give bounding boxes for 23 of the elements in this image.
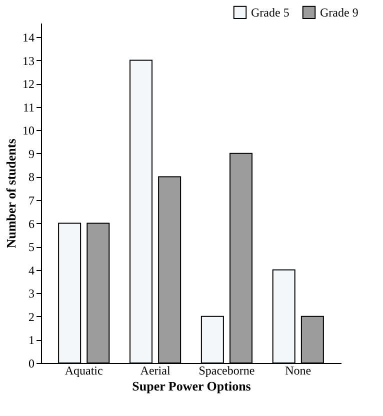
y-tick-label: 4 xyxy=(28,263,34,278)
y-axis-title: Number of students xyxy=(4,138,18,248)
y-tick-label: 6 xyxy=(28,216,34,231)
x-tick-label: Spaceborne xyxy=(198,364,255,378)
y-tick-label: 11 xyxy=(22,100,34,114)
x-tick-label: Aquatic xyxy=(64,364,103,378)
legend-label: Grade 9 xyxy=(320,5,358,20)
y-tick-label: 5 xyxy=(28,240,34,254)
y-tick-label: 8 xyxy=(28,170,34,184)
y-tick-label: 3 xyxy=(28,286,34,301)
y-tick-label: 12 xyxy=(22,77,34,92)
y-tick-label: 9 xyxy=(28,146,34,161)
y-tick-label: 7 xyxy=(28,193,34,208)
y-tick-label: 13 xyxy=(22,54,34,68)
x-tick-label: None xyxy=(285,364,312,378)
legend-label: Grade 5 xyxy=(251,5,290,20)
y-tick-label: 0 xyxy=(28,356,34,370)
y-tick-label: 14 xyxy=(22,30,34,44)
y-tick-label: 10 xyxy=(22,124,34,138)
x-axis-title: Super Power Options xyxy=(132,378,251,394)
x-tick-label: Aerial xyxy=(140,364,171,378)
y-tick-label: 1 xyxy=(28,333,34,348)
y-tick-label: 2 xyxy=(28,310,34,324)
